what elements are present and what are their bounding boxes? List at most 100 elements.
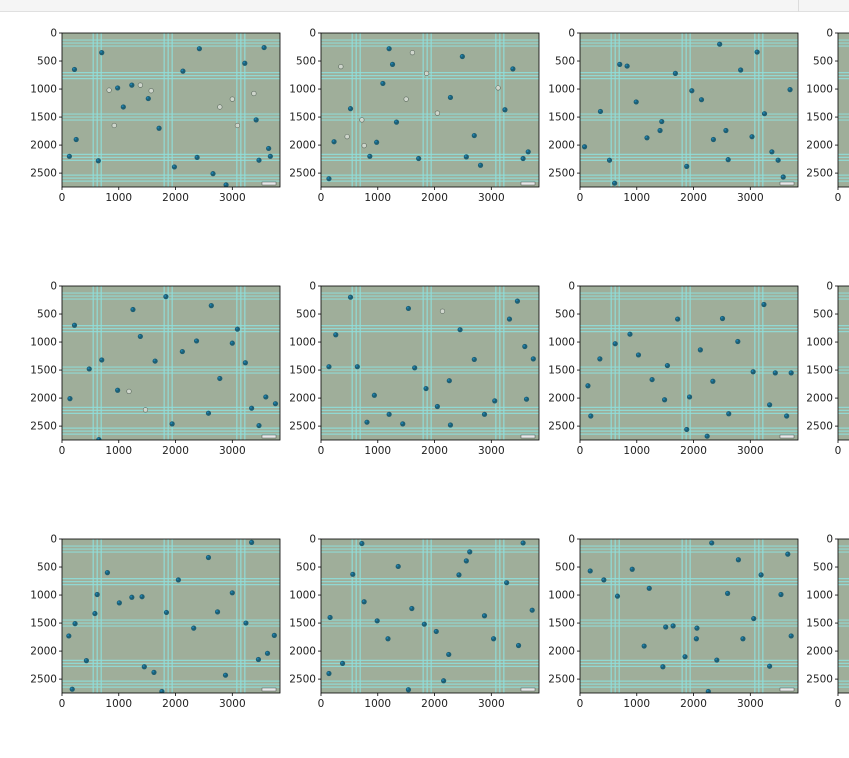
cell-highlight [406, 688, 409, 691]
micrograph-background [321, 286, 539, 440]
cell-highlight [262, 45, 265, 48]
cell-highlight [254, 118, 257, 121]
cell-highlight [726, 157, 729, 160]
cell-highlight [615, 594, 618, 597]
cell-highlight [160, 689, 163, 692]
axes-frame [320, 32, 540, 188]
cell-highlight [767, 664, 770, 667]
y-tick-label: 2500 [30, 674, 57, 686]
cell-highlight [457, 573, 460, 576]
cell-unstained [439, 308, 446, 314]
micrograph-image [62, 33, 280, 187]
x-tick-label: 0 [59, 445, 66, 457]
y-tick-label: 1000 [806, 590, 833, 602]
cell-highlight [334, 333, 337, 336]
y-tick-label: 500 [37, 56, 57, 68]
y-tick-label: 2000 [806, 140, 833, 152]
cell-highlight [491, 637, 494, 640]
cell-highlight [434, 629, 437, 632]
cell-highlight [650, 377, 653, 380]
cell-highlight [327, 364, 330, 367]
cell-highlight [472, 133, 475, 136]
micrograph-image [838, 33, 849, 187]
cell-highlight [355, 364, 358, 367]
cell-highlight [96, 159, 99, 162]
cell-highlight [100, 358, 103, 361]
cell-highlight [249, 540, 252, 543]
cell-highlight [789, 371, 792, 374]
y-tick-label: 500 [296, 56, 316, 68]
cell-highlight [521, 156, 524, 159]
cell-unstained [338, 64, 344, 70]
cell-highlight [374, 140, 377, 143]
y-tick-label: 1000 [30, 84, 57, 96]
y-tick-label: 2500 [289, 421, 316, 433]
cell-highlight [750, 134, 753, 137]
y-tick-label: 1500 [548, 618, 575, 630]
cell-highlight [447, 379, 450, 382]
cell-unstained [137, 82, 143, 88]
x-tick-label: 1000 [364, 192, 391, 204]
cell-highlight [130, 83, 133, 86]
cell-highlight [170, 422, 173, 425]
cell-highlight [675, 317, 678, 320]
scale-bar [261, 181, 277, 186]
cell-highlight [503, 108, 506, 111]
cell-highlight [515, 299, 518, 302]
cell-highlight [172, 165, 175, 168]
y-tick-label: 1000 [548, 337, 575, 349]
micrograph-image [838, 286, 849, 440]
y-tick-label: 500 [37, 309, 57, 321]
y-tick-label: 1000 [30, 337, 57, 349]
cell-highlight [636, 353, 639, 356]
cell-unstained [229, 96, 235, 102]
cell-highlight [146, 96, 149, 99]
cell-highlight [328, 615, 331, 618]
x-tick-label: 0 [835, 192, 842, 204]
cell-highlight [598, 109, 601, 112]
notebook-output-toolbar [0, 0, 849, 12]
cell-highlight [265, 651, 268, 654]
x-tick-label: 0 [59, 698, 66, 710]
x-tick-label: 1000 [623, 192, 650, 204]
cell-highlight [87, 367, 90, 370]
cell-highlight [647, 586, 650, 589]
micrograph-image [62, 539, 280, 693]
y-tick-label: 1500 [289, 112, 316, 124]
cell-highlight [683, 654, 686, 657]
cell-highlight [759, 573, 762, 576]
cell-highlight [416, 156, 419, 159]
y-tick-label: 2000 [30, 393, 57, 405]
micrograph-background [838, 539, 849, 693]
cell-highlight [687, 395, 690, 398]
cell-highlight [197, 46, 200, 49]
cell-highlight [224, 183, 227, 186]
cell-highlight [115, 86, 118, 89]
y-tick-label: 500 [555, 56, 575, 68]
x-tick-label: 0 [318, 445, 325, 457]
cell-highlight [699, 97, 702, 100]
cell-highlight [176, 578, 179, 581]
y-tick-label: 2000 [548, 393, 575, 405]
y-tick-label: 1000 [30, 590, 57, 602]
cell-highlight [360, 541, 363, 544]
y-tick-label: 1500 [289, 365, 316, 377]
x-tick-label: 3000 [737, 698, 764, 710]
cell-highlight [272, 633, 275, 636]
y-tick-label: 1500 [30, 618, 57, 630]
cell-highlight [95, 592, 98, 595]
cell-highlight [524, 397, 527, 400]
cell-highlight [511, 67, 514, 70]
cell-highlight [401, 422, 404, 425]
cell-highlight [630, 567, 633, 570]
x-tick-label: 0 [835, 445, 842, 457]
cell-highlight [582, 145, 585, 148]
micrograph-background [838, 33, 849, 187]
cell-unstained [409, 50, 416, 56]
cell-unstained [106, 87, 112, 93]
scale-bar [779, 434, 795, 439]
